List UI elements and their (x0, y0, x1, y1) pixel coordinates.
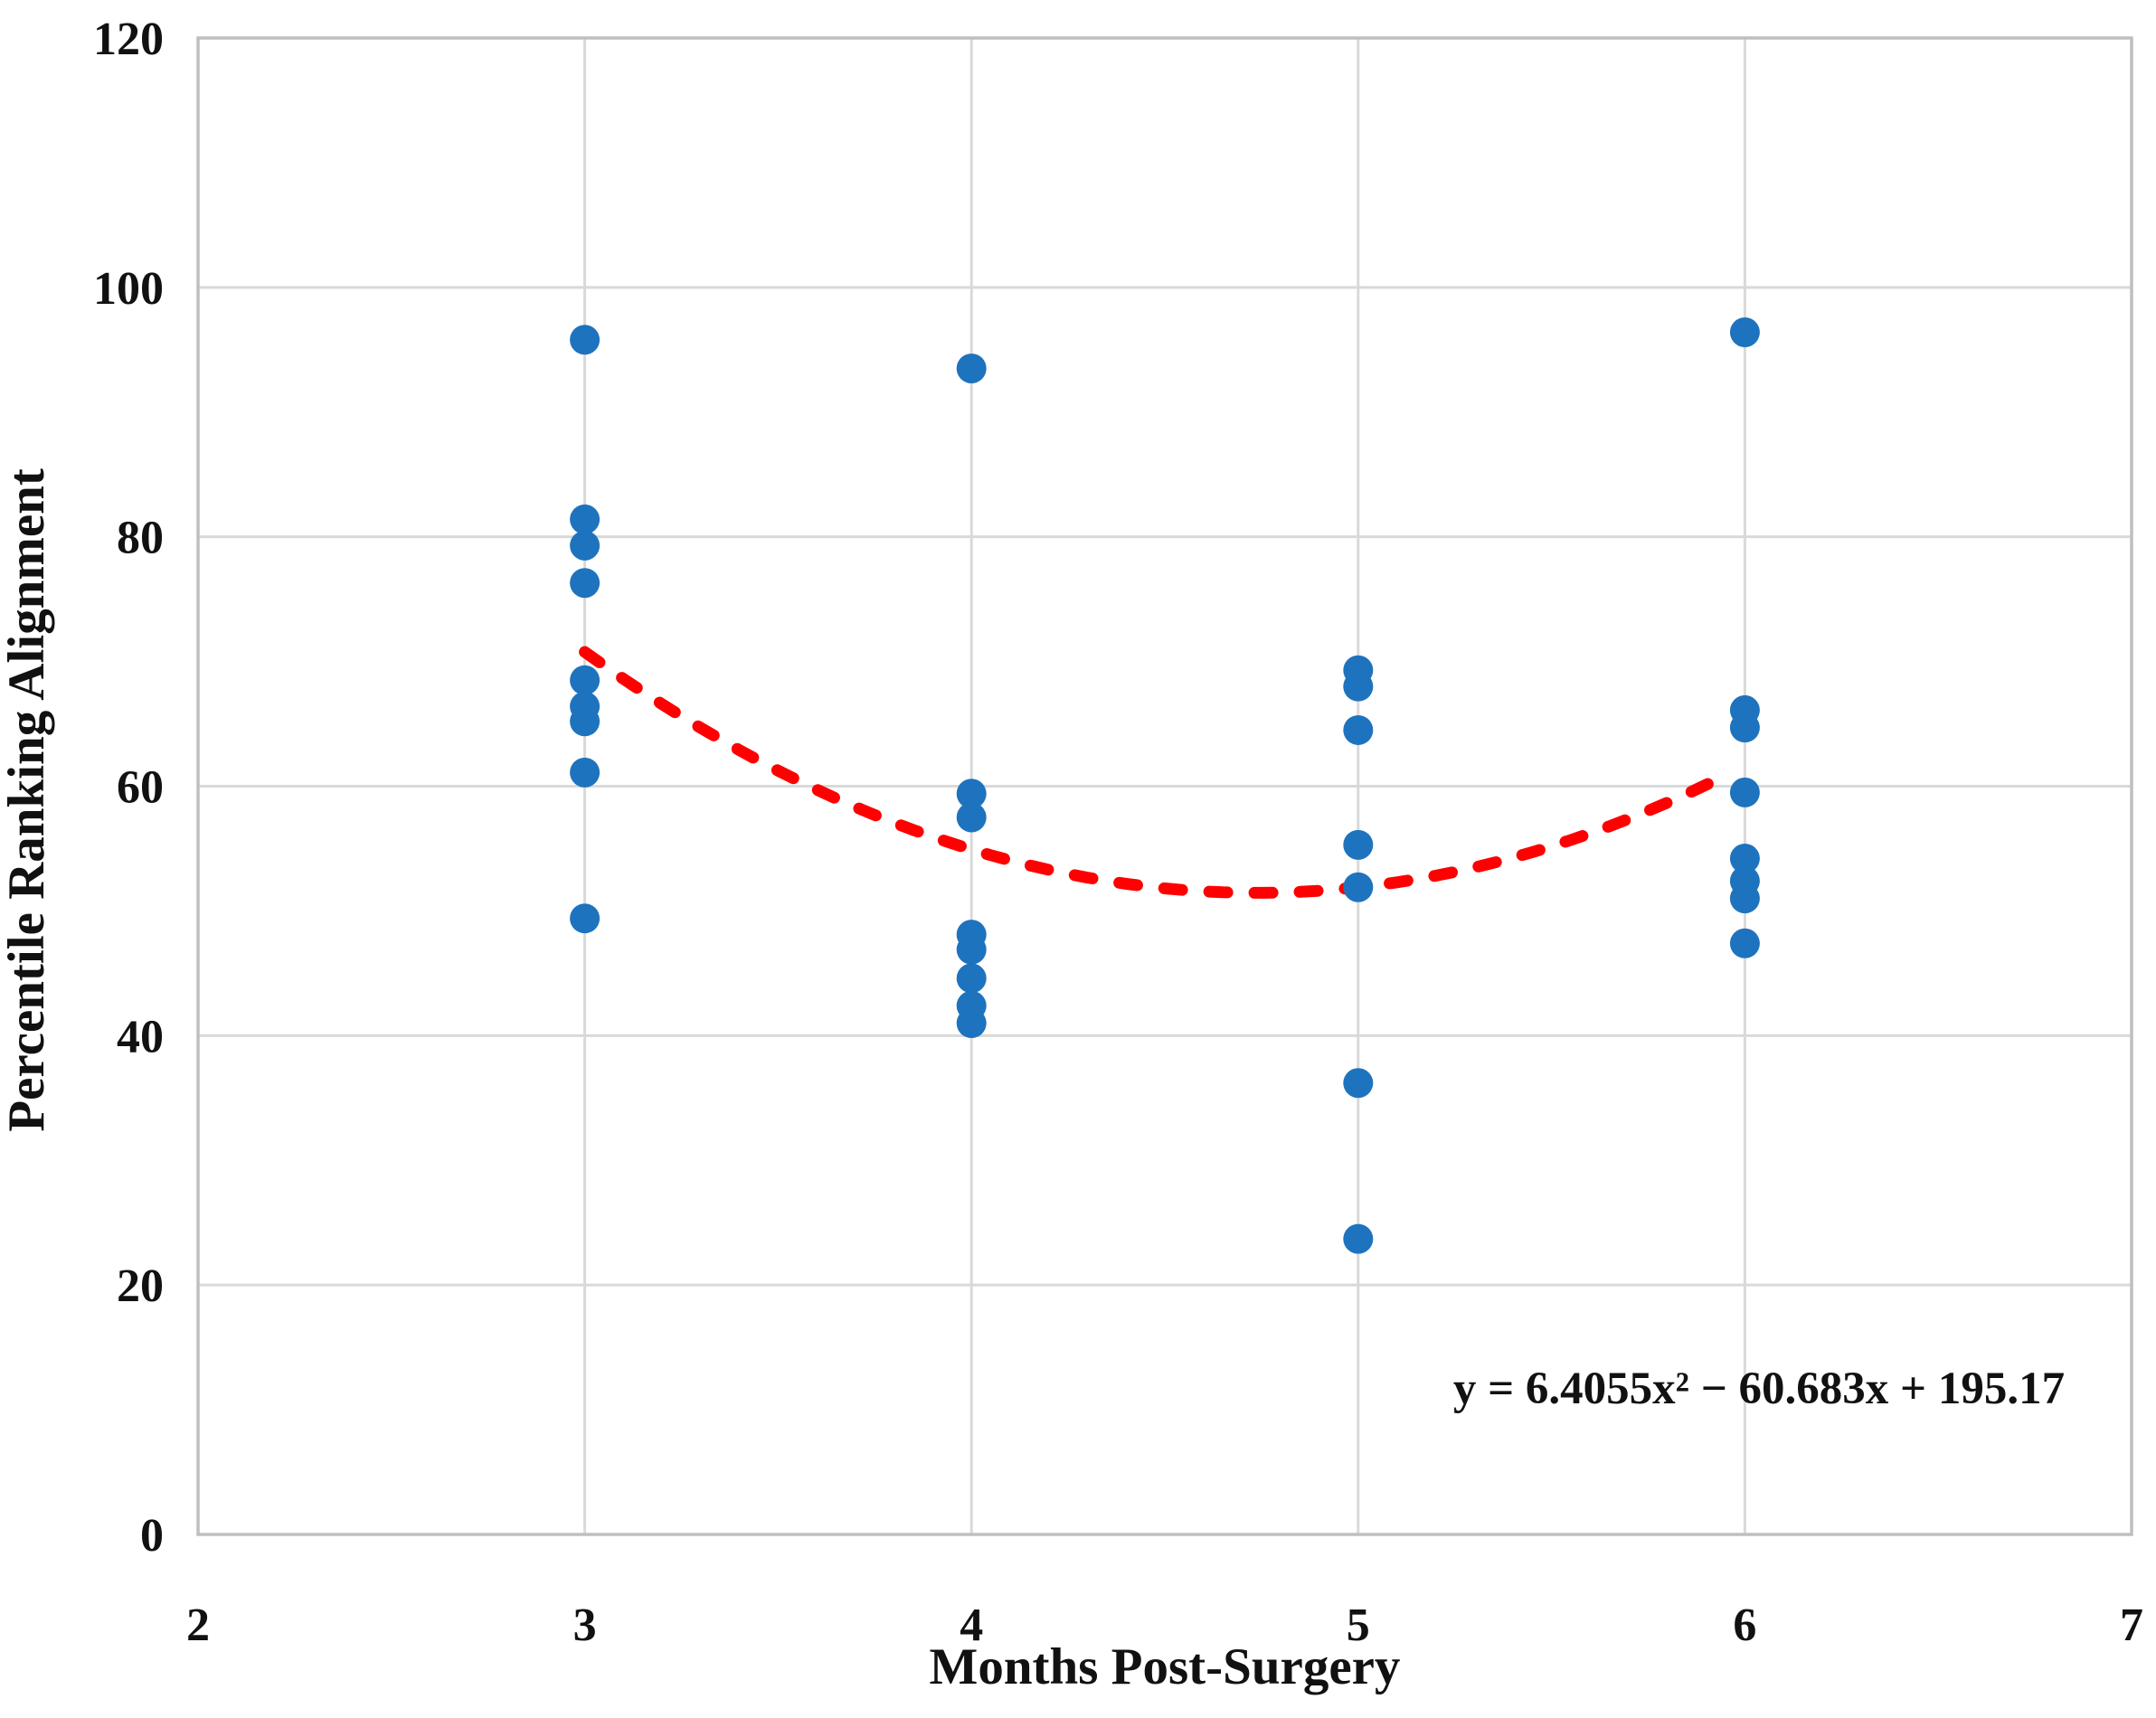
y-tick-label: 60 (117, 762, 164, 814)
x-tick-label: 3 (573, 1600, 597, 1651)
data-point (1729, 316, 1760, 347)
data-point (1343, 829, 1374, 860)
x-tick-label: 2 (186, 1600, 210, 1651)
trendline-equation: y = 6.4055x² − 60.683x + 195.17 (1453, 1364, 2065, 1414)
y-tick-labels: 0 20 40 60 80 100 120 (93, 14, 164, 1562)
x-tick-label: 5 (1347, 1600, 1370, 1651)
y-tick-label: 40 (117, 1011, 164, 1062)
y-tick-label: 100 (93, 263, 164, 315)
data-point (570, 568, 600, 599)
x-tick-label: 7 (2120, 1600, 2143, 1651)
data-point (956, 779, 987, 809)
data-point (1729, 713, 1760, 743)
x-tick-label: 4 (960, 1600, 983, 1651)
y-tick-label: 0 (140, 1510, 164, 1562)
data-point (570, 530, 600, 561)
data-point (1729, 777, 1760, 807)
data-point (1729, 883, 1760, 914)
data-point (956, 802, 987, 833)
data-point (1343, 1068, 1374, 1099)
y-tick-label: 120 (93, 14, 164, 65)
trendline-curve (579, 646, 1732, 899)
x-tick-labels: 2 3 4 5 6 7 (186, 1600, 2143, 1651)
data-point (1343, 872, 1374, 902)
data-point (1729, 843, 1760, 873)
data-point (956, 1008, 987, 1039)
data-point (570, 757, 600, 788)
scatter-points (570, 316, 1760, 1254)
y-tick-label: 20 (117, 1260, 164, 1312)
y-axis-title: Percentile Ranking Alignment (0, 468, 55, 1132)
gridlines (196, 36, 2133, 1536)
x-tick-label: 6 (1733, 1600, 1756, 1651)
data-point (1343, 714, 1374, 745)
data-point (570, 325, 600, 355)
y-tick-label: 80 (117, 513, 164, 564)
data-point (1343, 1223, 1374, 1254)
data-point (956, 963, 987, 994)
data-point (956, 353, 987, 383)
data-point (570, 665, 600, 695)
data-point (570, 706, 600, 737)
data-point (1729, 928, 1760, 958)
data-point (1343, 671, 1374, 702)
plot-border (196, 36, 2133, 1536)
x-axis-title: Months Post-Surgery (930, 1638, 1401, 1695)
data-point (570, 903, 600, 934)
data-point (570, 504, 600, 534)
data-point (956, 934, 987, 965)
